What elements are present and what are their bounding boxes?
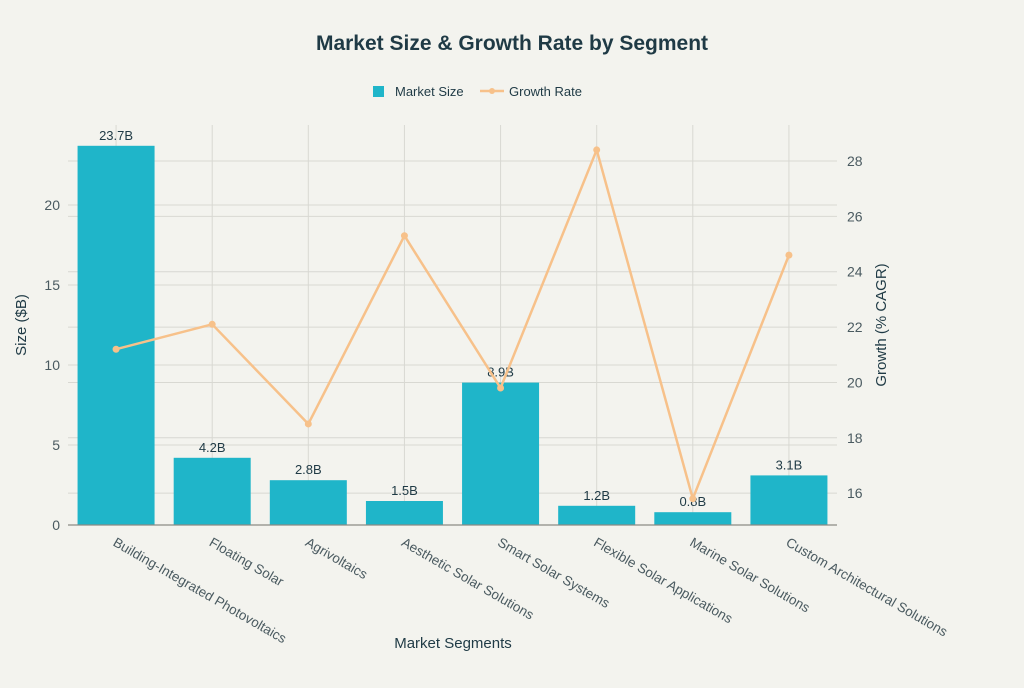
x-tick-label: Floating Solar [207, 535, 287, 590]
legend-label-market-size: Market Size [395, 84, 464, 99]
growth-rate-point [689, 495, 697, 503]
bar [269, 480, 347, 525]
growth-rate-line [115, 148, 791, 500]
growth-line [112, 146, 793, 503]
bar [462, 382, 540, 525]
growth-rate-point [785, 251, 793, 259]
y-tick-label: 10 [44, 357, 60, 373]
x-tick-label: Agrivoltaics [303, 535, 370, 583]
bar [750, 475, 828, 525]
growth-rate-point [112, 345, 120, 353]
y2-tick-label: 26 [847, 208, 863, 224]
y2-tick-label: 20 [847, 374, 863, 390]
bar-data-label: 2.8B [295, 462, 322, 477]
y-tick-label: 15 [44, 277, 60, 293]
y-axis-label: Size ($B) [13, 294, 30, 356]
bar-data-label: 1.5B [391, 483, 418, 498]
bar [558, 505, 636, 525]
y2-tick-label: 28 [847, 153, 863, 169]
y2-tick-label: 22 [847, 319, 863, 335]
x-axis-label: Market Segments [394, 635, 512, 652]
y2-tick-label: 16 [847, 485, 863, 501]
legend-swatch-market-size [373, 86, 384, 97]
bar [173, 457, 251, 525]
growth-rate-point [400, 232, 408, 240]
chart-title: Market Size & Growth Rate by Segment [316, 32, 708, 55]
bar-data-label: 4.2B [199, 440, 226, 455]
y2-axis-label: Growth (% CAGR) [873, 263, 890, 386]
bar-data-label: 3.1B [776, 457, 803, 472]
bars: 23.7B4.2B2.8B1.5B8.9B1.2B0.8B3.1B [77, 128, 828, 526]
y-tick-label: 20 [44, 197, 60, 213]
bar [654, 512, 732, 525]
y2-tick-label: 24 [847, 264, 863, 280]
x-tick-label: Building-Integrated Photovoltaics [111, 535, 290, 647]
bar [365, 501, 443, 525]
growth-rate-point [304, 420, 312, 428]
legend-label-growth-rate: Growth Rate [509, 84, 582, 99]
y-tick-label: 5 [52, 437, 60, 453]
growth-rate-point [593, 146, 601, 154]
legend: Market Size Growth Rate [373, 84, 582, 99]
bar-data-label: 23.7B [99, 128, 133, 143]
legend-marker-growth-rate [489, 88, 495, 94]
growth-rate-point [497, 384, 505, 392]
bar [77, 145, 155, 526]
y-tick-label: 0 [52, 517, 60, 533]
y2-tick-label: 18 [847, 430, 863, 446]
growth-rate-point [208, 320, 216, 328]
bar-data-label: 1.2B [583, 488, 610, 503]
x-tick-label: Custom Architectural Solutions [783, 535, 950, 640]
